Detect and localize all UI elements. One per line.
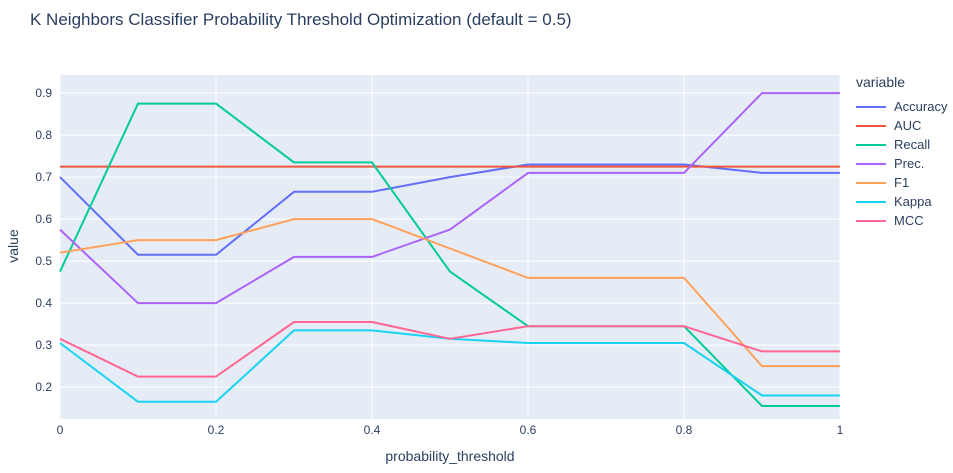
legend-label: Recall [894, 137, 931, 152]
legend-item-f1[interactable]: F1 [856, 173, 947, 192]
legend-swatch-kappa [856, 200, 886, 203]
y-tick-label: 0.3 [35, 338, 52, 352]
legend-label: AUC [894, 118, 922, 133]
x-tick-label: 0.2 [208, 423, 225, 437]
series-line-mcc [59, 321, 840, 378]
legend-swatch-mcc [856, 219, 886, 222]
legend-title: variable [856, 74, 906, 90]
legend-label: F1 [894, 175, 910, 190]
legend-swatch-recall [856, 143, 886, 146]
y-tick-label: 0.7 [35, 170, 52, 184]
y-tick-label: 0.4 [35, 296, 52, 310]
x-tick-label: 0 [57, 423, 64, 437]
legend: variable Accuracy AUC Recall Prec. F1 Kappa MC… [856, 74, 947, 230]
legend-label: Kappa [894, 194, 932, 209]
series-line-recall [59, 102, 840, 407]
series-line-prec [59, 92, 840, 305]
legend-label: MCC [894, 213, 924, 228]
legend-item-kappa[interactable]: Kappa [856, 192, 947, 211]
chart-title: K Neighbors Classifier Probability Thres… [30, 10, 572, 29]
y-tick-label: 0.5 [35, 254, 52, 268]
legend-swatch-accuracy [856, 105, 886, 108]
x-tick-label: 0.4 [364, 423, 381, 437]
x-tick-label: 0.6 [520, 423, 537, 437]
legend-item-recall[interactable]: Recall [856, 135, 947, 154]
y-tick-label: 0.2 [35, 380, 52, 394]
legend-swatch-f1 [856, 181, 886, 184]
y-axis-title: value [5, 229, 21, 263]
legend-item-accuracy[interactable]: Accuracy [856, 97, 947, 116]
legend-swatch-auc [856, 124, 886, 127]
y-tick-label: 0.6 [35, 212, 52, 226]
legend-label: Prec. [894, 156, 925, 171]
legend-item-prec[interactable]: Prec. [856, 154, 947, 173]
y-tick-label: 0.9 [35, 86, 52, 100]
legend-item-mcc[interactable]: MCC [856, 211, 947, 230]
x-axis-title: probability_threshold [385, 448, 515, 464]
series-line-f1 [59, 218, 840, 368]
legend-label: Accuracy [894, 99, 948, 114]
legend-item-auc[interactable]: AUC [856, 116, 947, 135]
x-tick-label: 1 [837, 423, 844, 437]
x-tick-label: 0.8 [676, 423, 693, 437]
y-tick-label: 0.8 [35, 128, 52, 142]
legend-items: Accuracy AUC Recall Prec. F1 Kappa MCC [856, 97, 947, 230]
legend-swatch-prec [856, 162, 886, 165]
